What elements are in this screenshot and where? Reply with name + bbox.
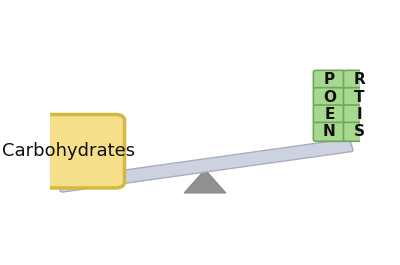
- FancyBboxPatch shape: [313, 88, 345, 107]
- Text: Carbohydrates: Carbohydrates: [2, 142, 135, 160]
- FancyBboxPatch shape: [57, 139, 353, 192]
- Text: O: O: [323, 90, 336, 105]
- Text: S: S: [354, 124, 365, 139]
- Text: T: T: [354, 90, 365, 105]
- FancyBboxPatch shape: [344, 88, 375, 107]
- FancyBboxPatch shape: [313, 105, 345, 124]
- Text: R: R: [354, 72, 365, 87]
- FancyBboxPatch shape: [313, 122, 345, 141]
- FancyBboxPatch shape: [13, 114, 124, 188]
- FancyBboxPatch shape: [313, 70, 345, 89]
- FancyBboxPatch shape: [344, 122, 375, 141]
- Polygon shape: [184, 170, 226, 193]
- Text: P: P: [324, 72, 335, 87]
- Text: I: I: [357, 107, 362, 122]
- FancyBboxPatch shape: [344, 105, 375, 124]
- Text: E: E: [324, 107, 334, 122]
- Text: N: N: [323, 124, 336, 139]
- FancyBboxPatch shape: [344, 70, 375, 89]
